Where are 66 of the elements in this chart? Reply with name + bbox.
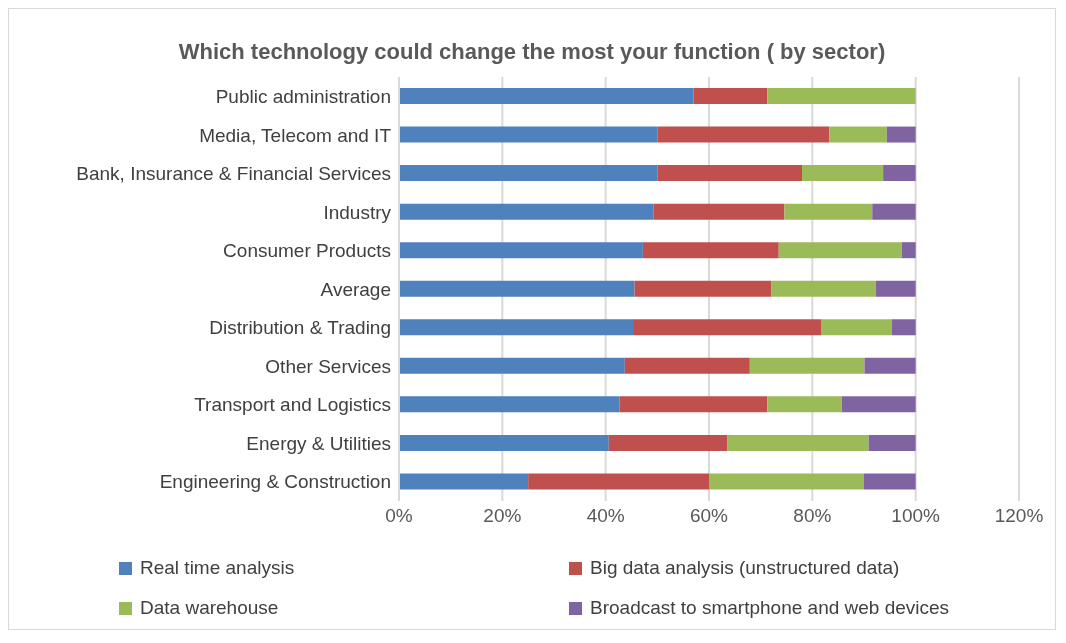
legend-label: Data warehouse xyxy=(140,597,279,619)
bar xyxy=(399,396,620,413)
bar xyxy=(767,88,916,104)
bar xyxy=(872,203,916,220)
bar xyxy=(891,319,916,336)
x-tick-label: 60% xyxy=(689,505,729,527)
bar xyxy=(802,165,884,182)
bar xyxy=(901,242,916,259)
bar xyxy=(399,357,625,374)
bar xyxy=(767,396,842,413)
bar xyxy=(709,473,864,490)
bar xyxy=(653,203,785,220)
legend-label: Real time analysis xyxy=(140,557,295,579)
x-tick-label: 100% xyxy=(891,505,941,527)
bar xyxy=(784,203,873,220)
bar xyxy=(864,357,916,374)
y-tick-label: Industry xyxy=(323,201,392,223)
bar xyxy=(608,434,728,451)
y-tick-label: Bank, Insurance & Financial Services xyxy=(76,163,391,185)
y-tick-label: Average xyxy=(320,278,391,300)
bar xyxy=(633,319,822,336)
bar xyxy=(693,88,768,104)
bar xyxy=(886,126,916,143)
x-tick-label: 120% xyxy=(994,505,1044,527)
bar xyxy=(657,126,830,143)
bar xyxy=(399,165,658,182)
bar xyxy=(399,473,529,490)
bar xyxy=(864,473,916,490)
bar xyxy=(399,280,635,297)
y-tick-label: Engineering & Construction xyxy=(159,471,391,493)
x-tick-label: 80% xyxy=(793,505,832,527)
bar xyxy=(749,357,865,374)
x-tick-label: 0% xyxy=(385,505,413,527)
bar xyxy=(399,242,643,259)
bar xyxy=(771,280,876,297)
bar xyxy=(624,357,750,374)
bar xyxy=(399,126,658,143)
legend-label: Big data analysis (unstructured data) xyxy=(590,557,900,579)
bar xyxy=(829,126,887,143)
bar xyxy=(642,242,779,259)
y-tick-label: Public administration xyxy=(215,86,391,108)
x-tick-label: 40% xyxy=(586,505,625,527)
bar xyxy=(399,88,694,104)
x-tick-label: 20% xyxy=(483,505,522,527)
bar xyxy=(634,280,772,297)
y-tick-label: Other Services xyxy=(265,355,391,377)
bar xyxy=(528,473,709,490)
bar xyxy=(883,165,916,182)
chart-title: Which technology could change the most your function ( by sector) xyxy=(177,38,887,66)
bar xyxy=(778,242,902,259)
bar xyxy=(657,165,802,182)
bar xyxy=(399,319,634,336)
bar xyxy=(841,396,916,413)
bar xyxy=(619,396,768,413)
bar xyxy=(821,319,892,336)
y-tick-label: Consumer Products xyxy=(223,240,391,262)
bar xyxy=(875,280,916,297)
y-tick-label: Distribution & Trading xyxy=(209,317,391,339)
bar xyxy=(868,434,916,451)
bar xyxy=(727,434,869,451)
bar xyxy=(399,434,609,451)
y-tick-label: Energy & Utilities xyxy=(246,432,391,454)
y-tick-label: Media, Telecom and IT xyxy=(199,124,392,146)
bar xyxy=(399,203,654,220)
y-tick-label: Transport and Logistics xyxy=(194,394,391,416)
legend-label: Broadcast to smartphone and web devices xyxy=(590,597,950,619)
